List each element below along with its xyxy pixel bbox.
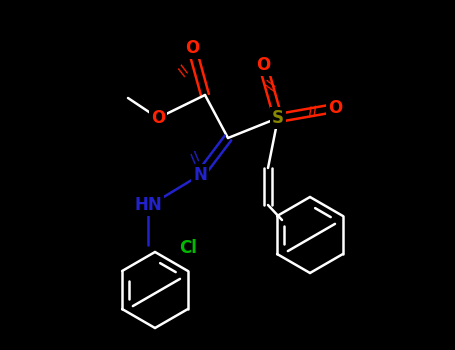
Text: //: //	[187, 149, 203, 165]
Text: //: //	[263, 78, 279, 92]
Text: S: S	[272, 109, 284, 127]
Text: O: O	[151, 109, 165, 127]
Text: O: O	[256, 56, 270, 74]
Text: O: O	[328, 99, 342, 117]
Text: O: O	[185, 39, 199, 57]
Text: N: N	[193, 166, 207, 184]
Text: //: //	[307, 104, 318, 118]
Text: //: //	[176, 63, 192, 77]
Text: HN: HN	[134, 196, 162, 214]
Text: Cl: Cl	[179, 239, 197, 257]
